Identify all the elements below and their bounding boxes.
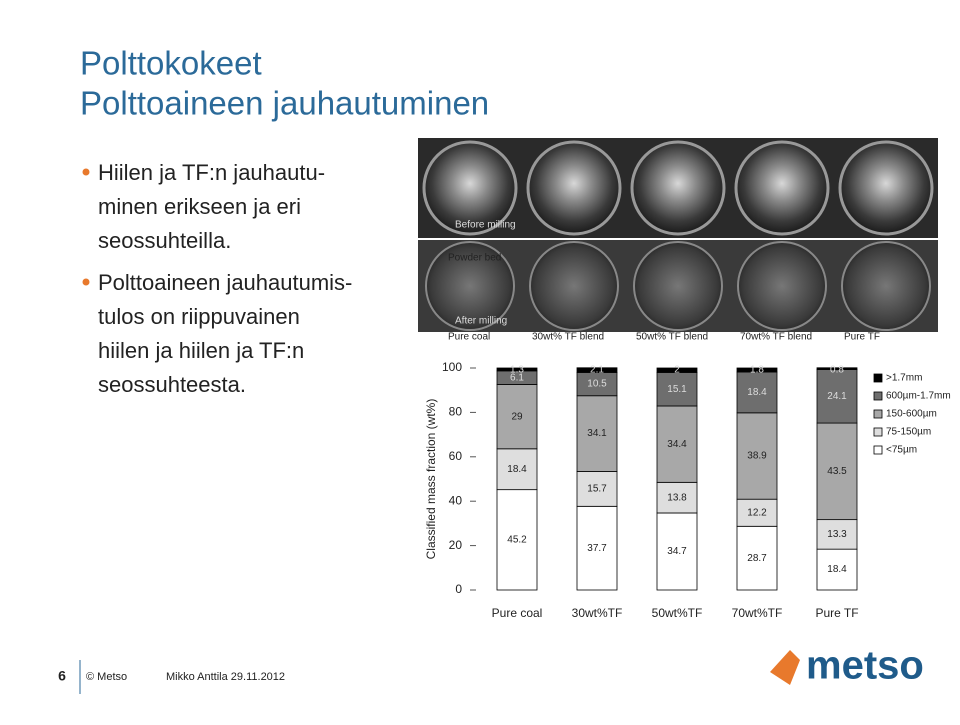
slide-title: Polttokokeet (80, 45, 262, 82)
photo-caption: 50wt% TF blend (636, 332, 708, 343)
data-label: 1.8 (750, 365, 764, 376)
photo-caption: 30wt% TF blend (532, 332, 604, 343)
photo-pan (630, 140, 726, 236)
bullet-text: seossuhteilla. (98, 228, 231, 253)
data-label: 45.2 (507, 534, 527, 545)
bullet-dot (82, 278, 90, 286)
data-label: 34.1 (587, 428, 607, 439)
bar-segment (736, 412, 778, 500)
photo-pan (838, 140, 934, 236)
data-label: 0.8 (830, 364, 844, 375)
data-label: 2.1 (590, 364, 604, 375)
photo-row-label: Before milling (455, 220, 516, 231)
logo: metso (806, 644, 924, 688)
data-label: 18.4 (507, 464, 527, 475)
data-label: 29 (511, 411, 523, 422)
photo-caption: Pure coal (448, 332, 490, 343)
photo-pan (734, 140, 830, 236)
bar-segment (816, 519, 858, 550)
data-label: 18.4 (747, 387, 767, 398)
data-label: 37.7 (587, 543, 607, 554)
logo-mark (770, 650, 800, 685)
y-tick-label: 100 (442, 360, 462, 374)
author-date: Mikko Anttila 29.11.2012 (166, 671, 285, 683)
photo-caption: 70wt% TF blend (740, 332, 812, 343)
bar-segment (736, 367, 778, 373)
bar-segment (496, 384, 538, 450)
photo-strip (418, 138, 938, 332)
data-label: 34.4 (667, 439, 687, 450)
y-axis-label: Classified mass fraction (wt%) (424, 399, 438, 560)
x-tick-label: 50wt%TF (652, 606, 703, 620)
data-label: 1.3 (510, 365, 524, 376)
photo-row-label: After milling (455, 316, 507, 327)
legend-swatch (873, 427, 883, 437)
x-tick-label: 70wt%TF (732, 606, 783, 620)
bar-segment (736, 498, 778, 527)
data-label: 34.7 (667, 546, 687, 557)
x-tick-label: 30wt%TF (572, 606, 623, 620)
y-tick-label: 20 (449, 538, 463, 552)
data-label: 38.9 (747, 451, 767, 462)
bar-segment (656, 405, 698, 483)
y-tick-label: 40 (449, 493, 463, 507)
bar-segment (816, 367, 858, 370)
bullet-text: Hiilen ja TF:n jauhautu- (98, 160, 325, 185)
legend-swatch (873, 409, 883, 419)
data-label: 15.7 (587, 484, 607, 495)
bar-segment (656, 367, 698, 373)
data-label: 12.2 (747, 507, 767, 518)
data-label: 15.1 (667, 384, 687, 395)
photo-bed (633, 241, 723, 331)
photo-bed (425, 241, 515, 331)
legend-label: <75µm (886, 445, 917, 456)
data-label: 10.5 (587, 379, 607, 390)
legend-swatch (873, 373, 883, 383)
bar-segment (576, 505, 618, 591)
photo-bed (841, 241, 931, 331)
y-tick-label: 60 (449, 449, 463, 463)
legend-swatch (873, 445, 883, 455)
photo-pan (422, 140, 518, 236)
y-tick-label: 80 (449, 405, 463, 419)
data-label: 13.8 (667, 492, 687, 503)
data-label: 43.5 (827, 466, 847, 477)
page-number: 6 (58, 668, 66, 684)
copyright: © Metso (86, 671, 127, 683)
data-label: 18.4 (827, 564, 847, 575)
photo-bed (737, 241, 827, 331)
legend-label: 75-150µm (886, 427, 931, 438)
x-tick-label: Pure TF (815, 606, 858, 620)
data-label: 28.7 (747, 553, 767, 564)
photo-caption: Pure TF (844, 332, 880, 343)
x-tick-label: Pure coal (492, 606, 543, 620)
bullet-dot (82, 168, 90, 176)
bar-segment (656, 372, 698, 407)
bullet-text: seossuhteesta. (98, 372, 246, 397)
bullet-text: tulos on riippuvainen (98, 304, 300, 329)
slide-title: Polttoaineen jauhautuminen (80, 85, 489, 122)
data-label: 24.1 (827, 391, 847, 402)
photo-bed (529, 241, 619, 331)
bullet-text: minen erikseen ja eri (98, 194, 301, 219)
legend-label: 600µm-1.7mm (886, 391, 951, 402)
bar-segment (576, 367, 618, 373)
bar-segment (496, 448, 538, 491)
bar-segment (656, 481, 698, 514)
photo-row-label: Powder bed (448, 253, 501, 264)
photo-pan (526, 140, 622, 236)
data-label: 13.3 (827, 529, 847, 540)
legend-label: 150-600µm (886, 409, 937, 420)
bar-segment (496, 367, 538, 372)
bullet-text: hiilen ja hiilen ja TF:n (98, 338, 304, 363)
bullet-text: Polttoaineen jauhautumis- (98, 270, 352, 295)
data-label: 6.1 (510, 372, 524, 383)
bar-segment (816, 422, 858, 521)
bar-segment (656, 512, 698, 591)
legend-swatch (873, 391, 883, 401)
y-tick-label: 0 (455, 582, 462, 596)
legend-label: >1.7mm (886, 373, 922, 384)
data-label: 2 (674, 365, 680, 376)
